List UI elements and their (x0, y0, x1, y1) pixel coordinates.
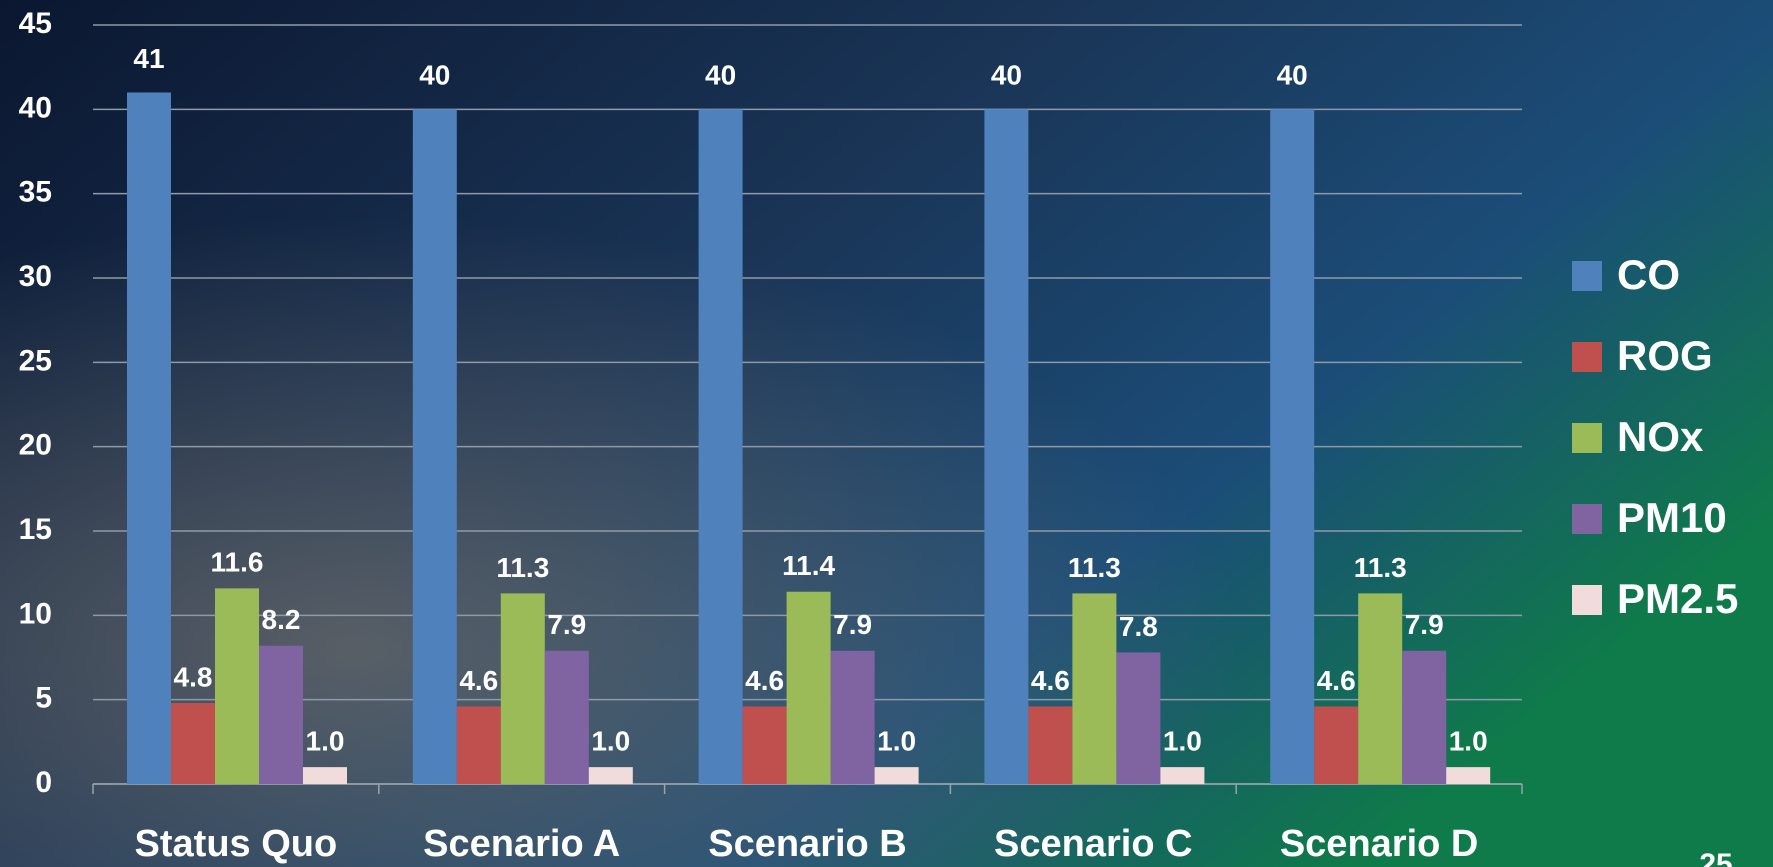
data-label: 1.0 (1163, 726, 1202, 757)
bar (984, 109, 1029, 785)
x-tick-label: Status Quo (135, 823, 338, 865)
y-tick-label: 15 (19, 513, 52, 546)
bar (500, 593, 545, 784)
y-tick-label: 45 (19, 7, 52, 40)
legend-swatch (1572, 423, 1602, 453)
y-tick-label: 25 (19, 344, 52, 377)
data-label: 4.8 (174, 661, 213, 692)
y-tick-label: 0 (35, 766, 52, 799)
bar (259, 645, 303, 784)
data-label: 7.9 (1405, 609, 1444, 640)
bar (698, 109, 743, 785)
legend-swatch (1572, 585, 1602, 615)
legend-swatch (1572, 342, 1602, 372)
legend-label: NOx (1617, 413, 1704, 460)
bar (1446, 767, 1491, 784)
data-label: 11.6 (211, 547, 264, 578)
data-label: 7.9 (547, 609, 586, 640)
bar (1402, 650, 1447, 784)
legend-label: PM10 (1617, 494, 1727, 541)
legend-label: PM2.5 (1617, 575, 1738, 622)
bar (215, 588, 259, 784)
y-tick-label: 10 (19, 597, 52, 630)
y-tick-label: 35 (19, 176, 52, 209)
x-tick-label: Scenario D (1280, 823, 1479, 865)
data-label: 4.6 (1317, 665, 1356, 696)
bar (1270, 109, 1315, 785)
bar (544, 650, 589, 784)
bar (1314, 706, 1359, 784)
data-label: 1.0 (877, 726, 916, 757)
y-tick-label: 5 (35, 682, 52, 715)
bar (1072, 593, 1117, 784)
data-label: 11.4 (782, 550, 835, 581)
y-tick-label: 40 (19, 91, 52, 124)
data-label: 40 (419, 60, 450, 91)
bar (1028, 706, 1073, 784)
legend-swatch (1572, 504, 1602, 534)
x-tick-label: Scenario B (708, 823, 907, 865)
data-label: 40 (1277, 60, 1308, 91)
legend-label: CO (1617, 251, 1680, 298)
bar (171, 703, 215, 784)
data-label: 1.0 (591, 726, 630, 757)
bar (303, 767, 347, 784)
y-tick-label: 20 (19, 429, 52, 462)
data-label: 41 (133, 43, 164, 74)
bar (1358, 593, 1403, 784)
data-label: 4.6 (1031, 665, 1070, 696)
data-label: 7.9 (833, 609, 872, 640)
data-label: 4.6 (745, 665, 784, 696)
data-label: 1.0 (306, 726, 345, 757)
x-tick-label: Scenario A (423, 823, 620, 865)
legend-label: ROG (1617, 332, 1713, 379)
bar (874, 767, 919, 784)
y-tick-label: 30 (19, 260, 52, 293)
legend-swatch (1572, 261, 1602, 291)
bar (588, 767, 633, 784)
bar (127, 92, 171, 784)
data-label: 7.8 (1119, 611, 1158, 642)
bar (456, 706, 501, 784)
data-label: 11.3 (1354, 552, 1407, 583)
bar (1116, 652, 1161, 784)
page-number: 25 (1699, 848, 1732, 867)
bar (830, 650, 875, 784)
bar (786, 591, 831, 784)
data-label: 40 (705, 60, 736, 91)
bar (742, 706, 787, 784)
bar (1160, 767, 1205, 784)
data-label: 1.0 (1449, 726, 1488, 757)
x-tick-label: Scenario C (994, 823, 1193, 865)
data-label: 40 (991, 60, 1022, 91)
data-label: 11.3 (1068, 552, 1121, 583)
bar (412, 109, 457, 785)
data-label: 8.2 (262, 604, 301, 635)
data-label: 11.3 (496, 552, 549, 583)
data-label: 4.6 (459, 665, 498, 696)
